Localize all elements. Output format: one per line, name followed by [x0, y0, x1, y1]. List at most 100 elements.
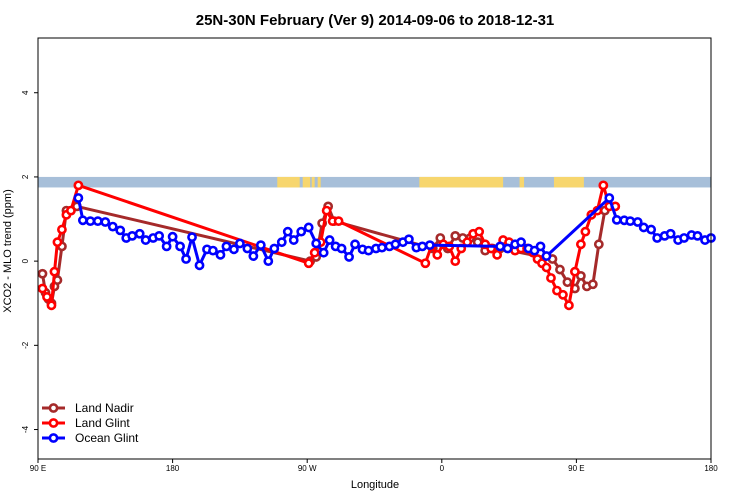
data-point — [66, 205, 76, 216]
data-point — [42, 292, 52, 302]
data-point — [215, 249, 226, 260]
data-point — [646, 224, 657, 235]
data-point — [234, 238, 245, 249]
data-point — [516, 237, 526, 248]
x-tick-label: 90 E — [30, 464, 46, 473]
land-band — [317, 176, 321, 188]
y-tick-label: 0 — [21, 258, 30, 263]
legend-item: Land Nadir — [42, 401, 134, 415]
x-axis-label: Longitude — [351, 479, 399, 491]
data-point — [73, 193, 84, 203]
data-point — [37, 283, 48, 294]
data-point — [269, 243, 280, 254]
data-point — [474, 226, 485, 237]
data-point — [692, 230, 703, 241]
data-point — [248, 251, 259, 261]
x-tick-label: 90 E — [568, 464, 584, 473]
y-tick-label: 4 — [21, 90, 30, 95]
data-point — [575, 239, 586, 250]
data-point — [303, 222, 314, 233]
data-point — [495, 241, 506, 252]
data-point — [541, 262, 552, 273]
landmask-strip — [38, 176, 711, 188]
data-point — [580, 226, 591, 237]
data-point — [377, 242, 387, 253]
y-tick-label: 2 — [21, 174, 30, 179]
data-point — [318, 247, 329, 258]
data-point — [417, 241, 428, 252]
data-point — [679, 233, 689, 243]
data-point — [194, 260, 205, 271]
data-point — [420, 258, 431, 269]
data-point — [665, 228, 676, 239]
data-point — [333, 216, 344, 227]
data-point — [350, 239, 360, 250]
data-point — [324, 235, 335, 245]
data-point — [92, 216, 103, 227]
data-point — [161, 241, 172, 252]
data-point — [625, 216, 636, 227]
data-point — [450, 256, 461, 267]
land-band — [311, 176, 315, 188]
data-point — [336, 243, 347, 254]
data-point — [593, 239, 604, 250]
legend-item: Land Glint — [42, 416, 130, 430]
data-point — [100, 217, 111, 227]
data-point — [276, 237, 287, 248]
data-point — [263, 256, 274, 267]
data-point — [154, 230, 165, 241]
chart-title: 25N-30N February (Ver 9) 2014-09-06 to 2… — [196, 12, 555, 29]
data-point — [296, 226, 307, 237]
data-point — [187, 232, 197, 243]
data-point — [107, 221, 118, 232]
x-tick-label: 180 — [704, 464, 718, 473]
data-point — [208, 245, 218, 256]
data-point — [344, 252, 354, 262]
data-point — [255, 240, 266, 251]
legend-marker — [48, 418, 59, 428]
land-band — [419, 176, 504, 188]
data-point — [450, 230, 461, 241]
legend-marker — [48, 403, 59, 413]
data-point — [403, 234, 414, 245]
data-point — [85, 216, 96, 227]
data-point — [303, 258, 314, 269]
y-tick-label: -2 — [21, 341, 30, 349]
land-band — [519, 176, 525, 188]
data-point — [598, 180, 609, 191]
x-tick-label: 0 — [440, 464, 445, 473]
data-point — [167, 231, 178, 242]
plot-border — [37, 37, 712, 460]
x-tick-label: 90 W — [298, 464, 317, 473]
data-point — [288, 235, 299, 245]
data-point — [535, 241, 546, 252]
data-point — [181, 254, 191, 264]
x-tick-label: 180 — [166, 464, 180, 473]
y-tick-label: -4 — [21, 425, 30, 433]
data-point — [546, 273, 556, 283]
land-band — [302, 176, 311, 188]
data-point — [282, 226, 293, 237]
data-point — [52, 237, 63, 248]
data-point — [321, 205, 332, 216]
land-band — [277, 176, 300, 188]
data-point — [127, 230, 138, 241]
legend-marker — [48, 433, 59, 443]
data-point — [502, 243, 513, 254]
ocean-band — [38, 176, 711, 188]
data-point — [229, 244, 239, 255]
data-point — [140, 235, 151, 245]
legend-label: Land Glint — [75, 416, 130, 430]
data-point — [242, 243, 253, 254]
data-point — [492, 249, 503, 260]
data-point — [37, 268, 48, 279]
data-point — [652, 233, 663, 243]
data-point — [604, 193, 615, 203]
data-point — [562, 277, 573, 288]
data-point — [424, 240, 435, 251]
data-point — [611, 214, 622, 225]
data-point — [115, 225, 126, 236]
data-point — [311, 238, 322, 249]
data-point — [49, 266, 60, 277]
